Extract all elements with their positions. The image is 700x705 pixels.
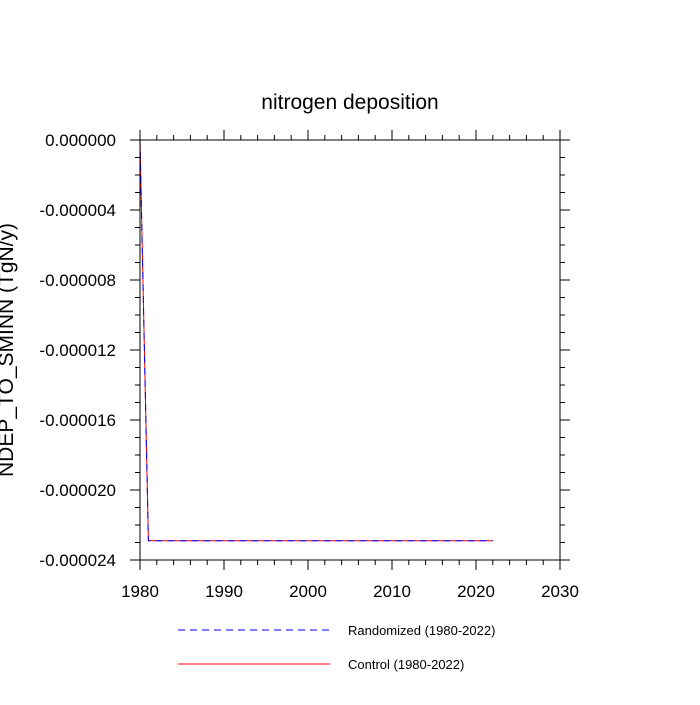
axes-layer: 1980 1990 2000 2010 2020 2030 0.000000 -0.00000… [39, 130, 579, 601]
y-tick-label: -0.000008 [39, 271, 116, 290]
series-line-0 [139, 139, 493, 542]
chart-title: nitrogen deposition [261, 91, 438, 114]
legend: Randomized (1980-2022) Control (1980-2022… [178, 623, 495, 672]
y-tick-label: 0.000000 [45, 131, 116, 150]
legend-label-1: Control (1980-2022) [348, 657, 464, 672]
series-layer [139, 139, 493, 542]
legend-label-0: Randomized (1980-2022) [348, 623, 495, 638]
x-tick-label: 1980 [121, 582, 159, 601]
plot-frame [139, 139, 561, 561]
series-line-1 [139, 139, 493, 542]
x-tick-label: 2030 [541, 582, 579, 601]
y-tick-label: -0.000016 [39, 411, 116, 430]
y-tick-label: -0.000020 [39, 481, 116, 500]
y-axis-label: NDEP_TO_SMINN (TgN/y) [0, 223, 18, 477]
x-tick-label: 2000 [289, 582, 327, 601]
y-tick-label: -0.000004 [39, 201, 116, 220]
x-tick-label: 2010 [373, 582, 411, 601]
x-tick-label: 1990 [205, 582, 243, 601]
y-tick-label: -0.000012 [39, 341, 116, 360]
y-tick-label: -0.000024 [39, 551, 116, 570]
x-tick-label: 2020 [457, 582, 495, 601]
